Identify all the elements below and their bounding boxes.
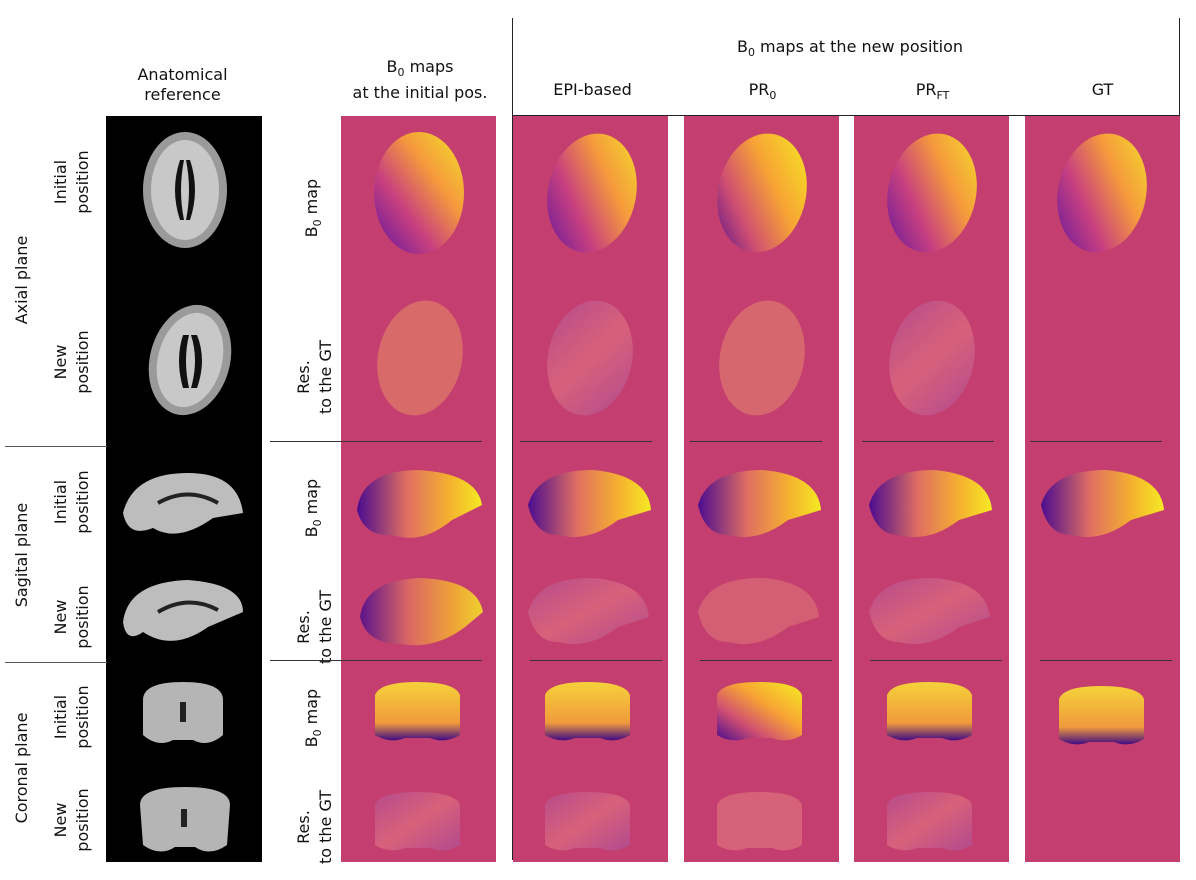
- row-label-coronal-res: Res. to the GT: [294, 789, 335, 865]
- row-label-coronal-b0: B0 map: [301, 688, 325, 748]
- axial-res-initial: [377, 300, 463, 416]
- separator-axial-sagittal: [5, 446, 107, 447]
- panel-separator-1-pr0: [690, 441, 822, 442]
- axial-res-epi: [547, 300, 633, 416]
- anatomical-axial-new: [148, 304, 232, 416]
- anatomical-axial-initial: [143, 132, 227, 248]
- panel-separator-2-prft: [870, 660, 1002, 661]
- column-header-epi: EPI-based: [553, 80, 632, 99]
- label-sagittal-initial: Initial position: [51, 470, 92, 534]
- axial-b0-initial: [374, 132, 464, 254]
- panel-separator-1-gt: [1030, 441, 1162, 442]
- label-coronal-new: New position: [51, 788, 92, 852]
- label-coronal-initial: Initial position: [51, 685, 92, 749]
- panel-separator-1-prft: [862, 441, 994, 442]
- panel-separator-1-epi: [520, 441, 652, 442]
- header-divider-horizontal: [512, 115, 1180, 116]
- sagittal-b0-pr0: [698, 470, 821, 538]
- right-edge-line: [1179, 18, 1180, 116]
- header-anatomical: Anatomical reference: [100, 65, 265, 105]
- coronal-res-prft: [887, 792, 972, 851]
- anatomical-coronal-new: [140, 787, 230, 852]
- panel-separator-2-initial: [270, 660, 482, 661]
- header-divider-vertical: [512, 18, 513, 860]
- row-label-sagittal-b0: B0 map: [301, 478, 325, 538]
- sagittal-b0-prft: [869, 470, 992, 538]
- coronal-b0-prft: [887, 682, 972, 741]
- plane-label-axial: Axial plane: [12, 235, 31, 325]
- column-header-gt: GT: [1091, 80, 1114, 99]
- axial-b0-prft: [887, 133, 977, 253]
- anatomical-sagittal-new: [123, 580, 243, 641]
- column-header-pr0: PR0: [748, 80, 777, 103]
- axial-res-prft: [889, 300, 975, 416]
- sagittal-b0-epi: [528, 470, 651, 538]
- row-label-axial-b0: B0 map: [301, 178, 325, 238]
- anatomical-sagittal-initial: [123, 473, 243, 534]
- header-new-position-group: B0 maps at the new position: [736, 37, 964, 60]
- anatomical-coronal-initial: [143, 682, 223, 744]
- coronal-b0-epi: [545, 682, 630, 741]
- axial-b0-gt: [1057, 133, 1147, 253]
- separator-sagittal-coronal: [5, 662, 107, 663]
- header-initial-line1: B0 maps: [386, 57, 454, 80]
- sagittal-b0-gt: [1041, 470, 1164, 538]
- coronal-res-initial: [375, 792, 460, 851]
- row-label-sagittal-res: Res. to the GT: [294, 589, 335, 665]
- coronal-res-epi: [545, 792, 630, 851]
- header-anatomical-line2: reference: [144, 85, 221, 104]
- sagittal-res-pr0: [698, 577, 819, 645]
- sagittal-b0-initial: [357, 470, 482, 538]
- axial-b0-pr0: [717, 133, 807, 253]
- coronal-b0-initial: [375, 682, 460, 741]
- label-axial-new: New position: [51, 330, 92, 394]
- sagittal-res-epi: [528, 577, 649, 645]
- coronal-res-pr0: [717, 792, 802, 851]
- axial-b0-epi: [547, 133, 637, 253]
- label-sagittal-new: New position: [51, 585, 92, 649]
- panel-separator-2-pr0: [700, 660, 832, 661]
- header-initial-maps: B0 maps at the initial pos.: [335, 57, 505, 103]
- axial-res-pr0: [719, 300, 805, 416]
- coronal-b0-pr0: [717, 682, 802, 741]
- plane-label-sagittal: Sagital plane: [12, 502, 31, 608]
- coronal-b0-gt: [1059, 686, 1144, 745]
- panel-separator-2-gt: [1040, 660, 1172, 661]
- sagittal-res-initial: [360, 578, 483, 646]
- column-header-prft: PRFT: [915, 80, 950, 103]
- plane-label-coronal: Coronal plane: [12, 712, 31, 824]
- header-anatomical-line1: Anatomical: [137, 65, 228, 84]
- row-label-axial-res: Res. to the GT: [294, 339, 335, 415]
- header-initial-line2: at the initial pos.: [352, 83, 488, 103]
- sagittal-res-prft: [869, 577, 990, 645]
- panel-separator-1-initial: [270, 441, 482, 442]
- panel-separator-2-epi: [530, 660, 662, 661]
- label-axial-initial: Initial position: [51, 150, 92, 214]
